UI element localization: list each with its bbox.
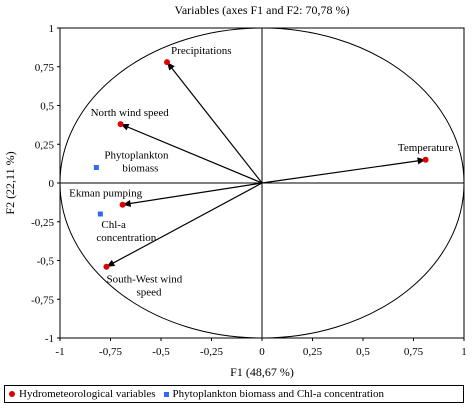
y-tick-label: 0,75 [35, 62, 55, 74]
data-point [164, 59, 171, 66]
tick-labels: -1 -0,75 -0,5 -0,25 0 0,25 0,5 0,75 1 1 0,75 0,5 0,2… [31, 23, 467, 358]
y-axis-label: F2 (22,11 %) [3, 151, 17, 214]
legend: Hydrometeorological variables Phytoplank… [4, 385, 464, 403]
legend-item-hydrometeorological: Hydrometeorological variables [9, 388, 156, 400]
point-label: Phytoplankton biomass [104, 150, 169, 175]
y-tick-label: -1 [45, 333, 54, 345]
vector-line [106, 182, 263, 268]
point-label: Ekman pumping [69, 188, 143, 200]
point-label: North wind speed [91, 107, 170, 119]
chart: Variables (axes F1 and F2: 70,78 %) Prec… [3, 3, 467, 379]
x-tick-label: -0,75 [99, 346, 122, 358]
data-point [103, 263, 110, 270]
x-axis-label: F1 (48,67 %) [230, 365, 294, 379]
y-tick-label: -0,75 [31, 294, 54, 306]
x-tick-label: 0,5 [356, 346, 370, 358]
point-label: South-West wind speed [106, 274, 182, 299]
data-point [119, 201, 126, 208]
x-tick-label: -0,25 [200, 346, 223, 358]
vector-arrowhead [417, 157, 426, 165]
x-tick-label: 0,75 [404, 346, 424, 358]
x-tick-label: -0,5 [152, 346, 170, 358]
x-tick-label: 1 [461, 346, 467, 358]
chart-title: Variables (axes F1 and F2: 70,78 %) [175, 3, 350, 17]
data-point [422, 156, 429, 163]
x-tick-label: -1 [55, 346, 64, 358]
data-point [93, 165, 99, 170]
vectors [106, 61, 426, 268]
y-tick-label: -0,25 [31, 217, 54, 229]
x-tick-label: 0 [259, 346, 265, 358]
point-labels: Precipitations North wind speed Temperatur… [69, 45, 453, 299]
legend-label-hydrometeorological: Hydrometeorological variables [19, 388, 156, 400]
y-tick-label: 0 [49, 178, 55, 190]
point-label: Temperature [398, 142, 454, 154]
y-tick-label: 1 [49, 23, 55, 35]
vector-line [120, 123, 263, 184]
data-point [97, 211, 103, 217]
vector-line [261, 159, 426, 184]
y-tick-label: 0,5 [40, 101, 54, 113]
legend-red-dot [9, 391, 15, 397]
y-tick-label: -0,5 [37, 256, 55, 268]
y-tick-label: 0,25 [35, 139, 55, 151]
legend-blue-square [163, 391, 169, 397]
data-point [117, 121, 124, 128]
vector-line [166, 61, 263, 184]
point-label: Precipitations [171, 45, 232, 57]
legend-label-phytoplankton: Phytoplankton biomass and Chl-a concentr… [172, 388, 384, 400]
legend-item-phytoplankton: Phytoplankton biomass and Chl-a concentr… [163, 388, 384, 400]
point-label: Chl-a concentration [96, 219, 156, 244]
vector-line [122, 182, 263, 206]
points [93, 59, 429, 270]
x-tick-label: 0,25 [303, 346, 323, 358]
